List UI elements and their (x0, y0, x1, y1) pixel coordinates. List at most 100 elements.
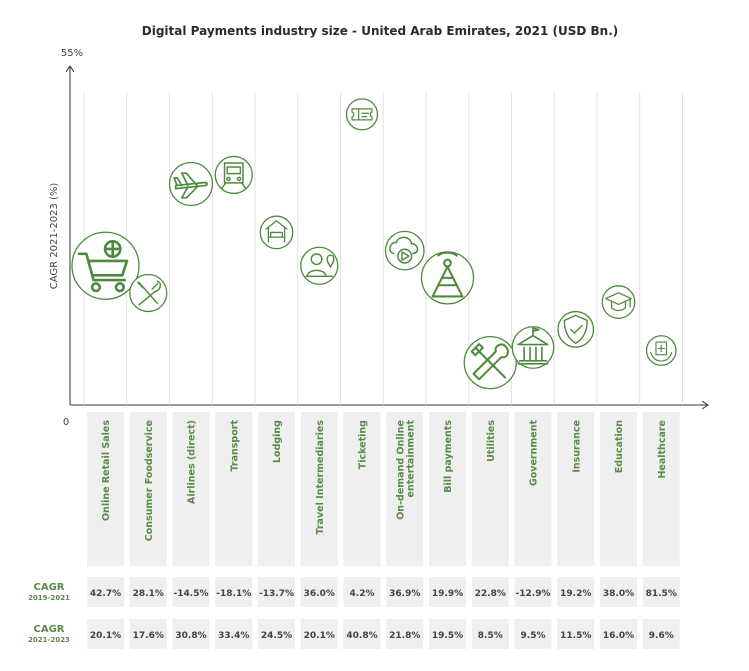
category-column: Insurance (557, 412, 595, 566)
table-cell: 33.4% (218, 631, 249, 641)
row-label-period: 2019-2021 (28, 594, 70, 602)
category-columns: Online Retail Sales Consumer Foodservice A… (87, 412, 680, 566)
bubble (511, 326, 555, 369)
bubble-circle (384, 230, 425, 271)
table-cell-bg (215, 577, 253, 607)
category-column-bg (87, 412, 124, 566)
category-label: Consumer Foodservice (144, 420, 155, 541)
table-cell: 20.1% (90, 631, 121, 641)
table-cell-bg (386, 619, 424, 649)
bubble-circle (214, 155, 253, 195)
category-column: Consumer Foodservice (129, 412, 167, 566)
table-cell: -14.5% (174, 589, 209, 599)
bubble (420, 251, 475, 305)
table-cell-bg (429, 619, 466, 649)
category-label: Bill payments (443, 420, 454, 493)
table-cell-bg (129, 577, 167, 607)
table-cell-bg (87, 577, 124, 607)
category-column: Government (514, 412, 552, 566)
category-label: Government (529, 420, 540, 487)
table-cell: 24.5% (261, 631, 292, 641)
airplane-icon (173, 172, 208, 199)
category-column: Transport (215, 412, 253, 566)
table-cell: 16.0% (603, 631, 634, 641)
table-cell: 38.0% (603, 589, 634, 599)
table-cell: 9.5% (521, 631, 546, 641)
table-cell: 28.1% (133, 589, 164, 599)
tools-icon (470, 343, 509, 381)
table-cell: 21.8% (389, 631, 420, 641)
table-cell-bg (600, 577, 637, 607)
bubble-circle (71, 231, 140, 300)
utensils-icon (136, 280, 162, 306)
category-label: Online Retail Sales (101, 420, 112, 521)
table-cell-bg (514, 577, 552, 607)
table-cell-bg (471, 619, 509, 649)
category-column-bg (300, 412, 338, 566)
category-column-bg (557, 412, 595, 566)
row-label-main: CAGR (34, 624, 65, 635)
table-cell-bg (429, 577, 466, 607)
table-cell-bg (386, 577, 424, 607)
category-column-bg (514, 412, 552, 566)
y-axis-title: CAGR 2021-2023 (%) (49, 183, 60, 290)
table-cell-bg (300, 619, 338, 649)
table-cell: 22.8% (475, 589, 506, 599)
category-column-bg (386, 412, 424, 566)
table-cell-bg (600, 619, 637, 649)
bubble (300, 246, 339, 285)
table-cell: -12.9% (516, 589, 551, 599)
table-cell-bg (258, 577, 295, 607)
category-column-bg (343, 412, 381, 566)
category-column: Bill payments (429, 412, 466, 566)
bed-icon (265, 220, 288, 243)
train-icon (221, 162, 247, 189)
category-column-bg (429, 412, 466, 566)
category-label: Lodging (272, 420, 283, 463)
table-cell: 11.5% (560, 631, 591, 641)
table-cell: 9.6% (649, 631, 674, 641)
table-cell-bg (172, 577, 210, 607)
table-cell-bg (343, 619, 381, 649)
bubble (168, 161, 214, 207)
table-cell: -13.7% (259, 589, 294, 599)
bubble (384, 230, 425, 271)
bubble (259, 215, 294, 250)
table-cell: 36.0% (304, 589, 335, 599)
bubble (129, 273, 168, 313)
bubble (645, 335, 677, 366)
table-cell-bg (514, 619, 552, 649)
row-label-main: CAGR (34, 582, 65, 593)
table-cell-bg (642, 619, 680, 649)
bubble (71, 231, 140, 300)
shield-icon (563, 314, 588, 344)
bubble (463, 335, 517, 390)
table-cell: 19.5% (432, 631, 463, 641)
government-building-icon (517, 327, 549, 365)
y-axis-zero-label: 0 (63, 417, 69, 428)
table-cell-bg (172, 619, 210, 649)
category-column: On-demand Onlineentertainment (386, 412, 424, 566)
table-cell-bg (471, 577, 509, 607)
table-cell-bg (258, 619, 295, 649)
category-column: Travel Intermediaries (300, 412, 338, 566)
table-cell: 40.8% (346, 631, 377, 641)
category-column-bg (215, 412, 253, 566)
category-column: Education (600, 412, 637, 566)
category-label: Utilities (486, 420, 497, 462)
category-label: Education (614, 420, 625, 473)
table-cell: 30.8% (175, 631, 206, 641)
table-cell: 36.9% (389, 589, 420, 599)
tower-icon (431, 251, 464, 298)
health-hands-icon (650, 341, 673, 362)
category-label: Healthcare (657, 420, 668, 479)
table-cell: 81.5% (646, 589, 677, 599)
cart-icon (77, 240, 129, 293)
table-cell-bg (215, 619, 253, 649)
table-cell: 42.7% (90, 589, 121, 599)
category-column: Healthcare (642, 412, 680, 566)
table-cell-bg (129, 619, 167, 649)
category-label: Ticketing (358, 420, 369, 469)
